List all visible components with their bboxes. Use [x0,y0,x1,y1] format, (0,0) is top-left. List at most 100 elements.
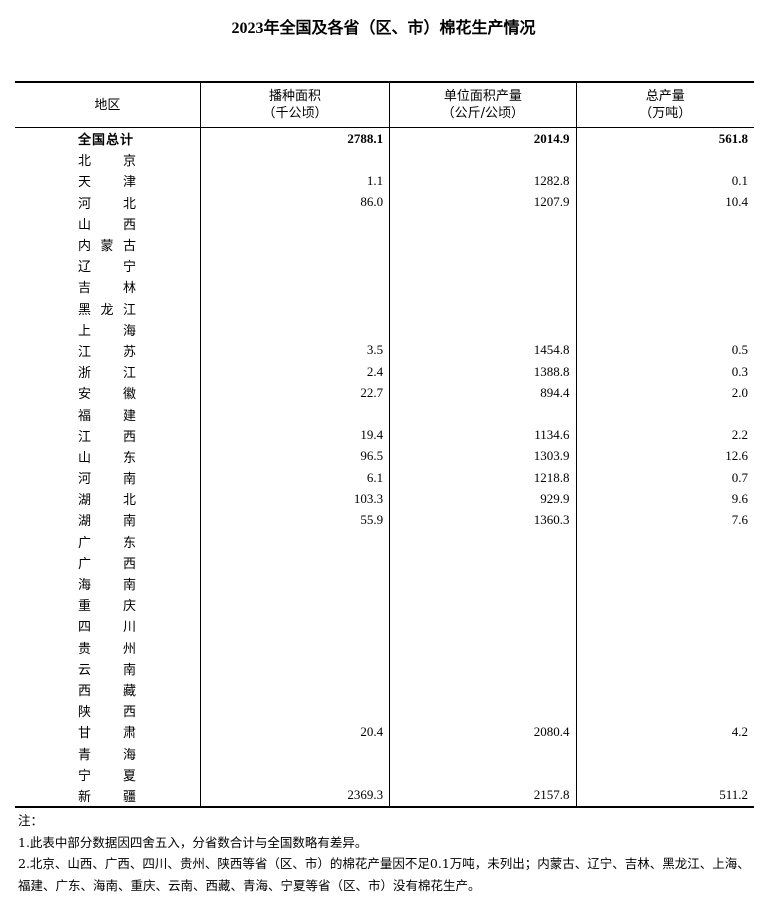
region-name: 河北 [78,196,136,212]
table-row: 云南 [15,657,754,679]
cell-yield: 1207.9 [389,191,577,213]
cell-area [199,318,390,340]
cell-yield: 1134.6 [389,424,577,446]
region-name: 青海 [78,747,136,763]
table-row: 江苏 3.5 1454.8 0.5 [15,339,754,362]
cell-region: 江西 [15,425,200,446]
region-name: 河南 [78,472,136,488]
cell-yield [389,318,577,340]
table-row: 海南 [15,572,754,595]
cell-output [575,657,754,679]
cell-yield: 1282.8 [389,170,577,192]
table-row: 湖南 55.9 1360.3 7.6 [15,509,754,531]
region-name: 黑龙江 [78,302,136,318]
cotton-production-table: 地区 播种面积 （千公顷） 单位面积产量 （公斤/公顷） 总产量 （万吨） 全国总计 2… [15,81,754,808]
region-name: 陕西 [78,705,136,721]
region-name: 内蒙古 [78,239,136,255]
cell-area: 22.7 [199,382,390,404]
header-yield: 单位面积产量 （公斤/公顷） [389,82,577,128]
table-row: 四川 [15,615,754,637]
cell-region: 广东 [15,531,200,552]
cell-yield [389,742,577,764]
cell-region: 上海 [15,319,200,340]
region-name: 广东 [78,535,136,551]
region-name: 山西 [78,217,136,233]
cell-region: 西藏 [15,679,200,700]
cell-area: 6.1 [199,467,390,489]
table-row: 陕西 [15,700,754,722]
region-name: 江西 [78,429,136,445]
header-unit: （万吨） [639,106,692,121]
region-name: 湖北 [78,493,136,509]
cell-yield [389,763,577,785]
cell-region: 海南 [15,573,200,594]
header-unit: （公斤/公顷） [441,106,525,121]
cell-region: 福建 [15,403,200,424]
cell-output [575,212,754,234]
cell-area [199,233,390,256]
cell-yield: 1303.9 [389,445,577,467]
cell-area: 19.4 [199,424,390,446]
cell-yield [389,594,577,616]
region-name: 贵州 [78,641,136,657]
cell-region: 河南 [15,467,200,488]
cell-yield: 894.4 [389,382,577,404]
cell-output [575,551,754,573]
region-name: 福建 [78,408,136,424]
cell-region: 甘肃 [15,721,200,742]
cell-yield: 929.9 [389,488,577,510]
cell-region: 湖北 [15,488,200,509]
cell-output [575,763,754,785]
cell-area [199,636,390,658]
table-row: 山西 [15,212,754,234]
cell-output [575,318,754,340]
cell-output: 511.2 [575,784,754,807]
region-name: 广西 [78,556,136,572]
cell-region: 青海 [15,742,200,763]
cell-output: 561.8 [575,127,754,150]
cell-region: 辽宁 [15,255,200,276]
cell-output [575,233,754,256]
cell-area: 2788.1 [199,127,390,150]
cell-area [199,149,390,171]
region-name: 天津 [78,175,136,191]
notes-label: 注： [18,813,44,828]
cell-output [575,276,754,298]
cell-output [575,594,754,616]
cell-yield [389,530,577,552]
cell-region: 山西 [15,213,200,234]
note-2: 2.北京、山西、广西、四川、贵州、陕西等省（区、市）的棉花产量因不足0.1万吨，… [18,856,750,893]
header-unit: （千公顷） [262,106,328,121]
cell-yield: 1360.3 [389,509,577,531]
cell-output [575,615,754,637]
table-row: 吉林 [15,276,754,298]
cell-region: 内蒙古 [15,234,200,255]
table-row: 安徽 22.7 894.4 2.0 [15,382,754,404]
cell-yield [389,276,577,298]
region-name: 新疆 [78,789,136,805]
cell-region: 安徽 [15,382,200,403]
cell-region: 宁夏 [15,764,200,785]
cell-region: 广西 [15,552,200,573]
region-name: 安徽 [78,387,136,403]
header-label: 单位面积产量 [443,89,522,104]
cell-region: 湖南 [15,509,200,530]
table-row: 天津 1.1 1282.8 0.1 [15,170,754,192]
cell-area [199,255,390,277]
table-row: 河北 86.0 1207.9 10.4 [15,191,754,213]
cell-output: 2.2 [575,424,754,446]
table-row: 全国总计 2788.1 2014.9 561.8 [15,127,754,150]
region-name: 重庆 [78,599,136,615]
cell-yield [389,572,577,595]
cell-output [575,572,754,595]
cell-yield [389,297,577,319]
table-row: 山东 96.5 1303.9 12.6 [15,445,754,467]
region-name: 山东 [78,450,136,466]
cell-region: 吉林 [15,276,200,297]
region-name: 全国总计 [78,133,135,149]
region-name: 海南 [78,578,136,594]
cell-output [575,636,754,658]
region-name: 上海 [78,323,136,339]
cell-yield: 1388.8 [389,361,577,383]
header-output: 总产量 （万吨） [575,82,754,128]
